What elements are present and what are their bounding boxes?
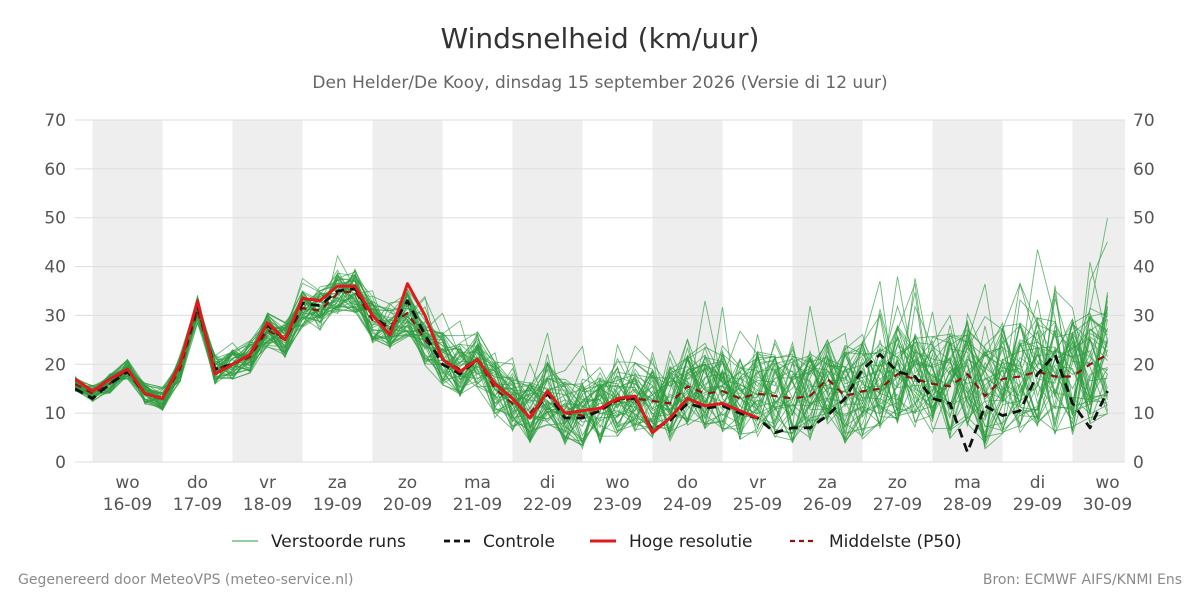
x-tick-day-label: ma xyxy=(954,473,981,493)
y-tick-label-right: 50 xyxy=(1133,209,1155,229)
x-tick-date-label: 30-09 xyxy=(1083,495,1132,515)
day-band xyxy=(1072,120,1125,462)
chart-title: Windsnelheid (km/uur) xyxy=(440,22,760,55)
x-tick-day-label: di xyxy=(1030,473,1046,493)
x-tick-day-label: do xyxy=(187,473,208,493)
y-tick-label-left: 0 xyxy=(55,453,66,473)
ensemble-run-line xyxy=(75,285,1108,443)
x-tick-date-label: 25-09 xyxy=(733,495,782,515)
y-tick-label-right: 10 xyxy=(1133,404,1155,424)
y-tick-label-right: 20 xyxy=(1133,355,1155,375)
x-tick-date-label: 28-09 xyxy=(943,495,992,515)
y-tick-label-right: 30 xyxy=(1133,306,1155,326)
legend-label: Hoge resolutie xyxy=(629,532,753,552)
legend-label: Verstoorde runs xyxy=(271,532,406,552)
x-tick-day-label: za xyxy=(328,473,347,493)
y-tick-label-left: 40 xyxy=(44,258,66,278)
x-tick-day-label: vr xyxy=(749,473,766,493)
y-tick-label-right: 40 xyxy=(1133,258,1155,278)
ensemble-run-line xyxy=(75,282,1108,444)
x-tick-day-label: vr xyxy=(259,473,276,493)
y-tick-label-left: 20 xyxy=(44,355,66,375)
ensemble-run-line xyxy=(75,272,1108,440)
y-tick-label-left: 60 xyxy=(44,160,66,180)
x-tick-date-label: 17-09 xyxy=(173,495,222,515)
y-tick-label-left: 50 xyxy=(44,209,66,229)
x-tick-day-label: zo xyxy=(398,473,417,493)
x-tick-date-label: 26-09 xyxy=(803,495,852,515)
x-tick-day-label: wo xyxy=(605,473,629,493)
high-resolution-line xyxy=(75,282,759,435)
x-tick-day-label: zo xyxy=(888,473,907,493)
x-tick-date-label: 19-09 xyxy=(313,495,362,515)
x-tick-day-label: ma xyxy=(464,473,491,493)
x-tick-day-label: za xyxy=(818,473,837,493)
x-tick-date-label: 22-09 xyxy=(523,495,572,515)
x-tick-date-label: 27-09 xyxy=(873,495,922,515)
x-tick-day-label: do xyxy=(677,473,698,493)
x-tick-date-label: 24-09 xyxy=(663,495,712,515)
legend-label: Middelste (P50) xyxy=(829,532,962,552)
chart-subtitle: Den Helder/De Kooy, dinsdag 15 september… xyxy=(312,73,888,93)
y-tick-label-right: 70 xyxy=(1133,111,1155,131)
y-tick-label-left: 30 xyxy=(44,306,66,326)
x-tick-day-label: wo xyxy=(1095,473,1119,493)
x-tick-date-label: 18-09 xyxy=(243,495,292,515)
x-tick-date-label: 20-09 xyxy=(383,495,432,515)
x-tick-date-label: 21-09 xyxy=(453,495,502,515)
day-band xyxy=(92,120,163,462)
x-tick-date-label: 29-09 xyxy=(1013,495,1062,515)
y-tick-label-left: 70 xyxy=(44,111,66,131)
day-band xyxy=(232,120,303,462)
legend-label: Controle xyxy=(483,532,555,552)
x-tick-day-label: wo xyxy=(115,473,139,493)
y-tick-label-right: 0 xyxy=(1133,453,1144,473)
x-tick-day-label: di xyxy=(540,473,556,493)
generated-by-footer: Gegenereerd door MeteoVPS (meteo-service… xyxy=(18,572,354,588)
source-footer: Bron: ECMWF AIFS/KNMI Ens xyxy=(982,572,1182,588)
ensemble-run-line xyxy=(75,280,1108,443)
ensemble-run-line xyxy=(75,218,1108,450)
y-tick-label-right: 60 xyxy=(1133,160,1155,180)
x-tick-date-label: 23-09 xyxy=(593,495,642,515)
control-line xyxy=(75,287,1109,454)
y-tick-label-left: 10 xyxy=(44,404,66,424)
x-tick-date-label: 16-09 xyxy=(103,495,152,515)
